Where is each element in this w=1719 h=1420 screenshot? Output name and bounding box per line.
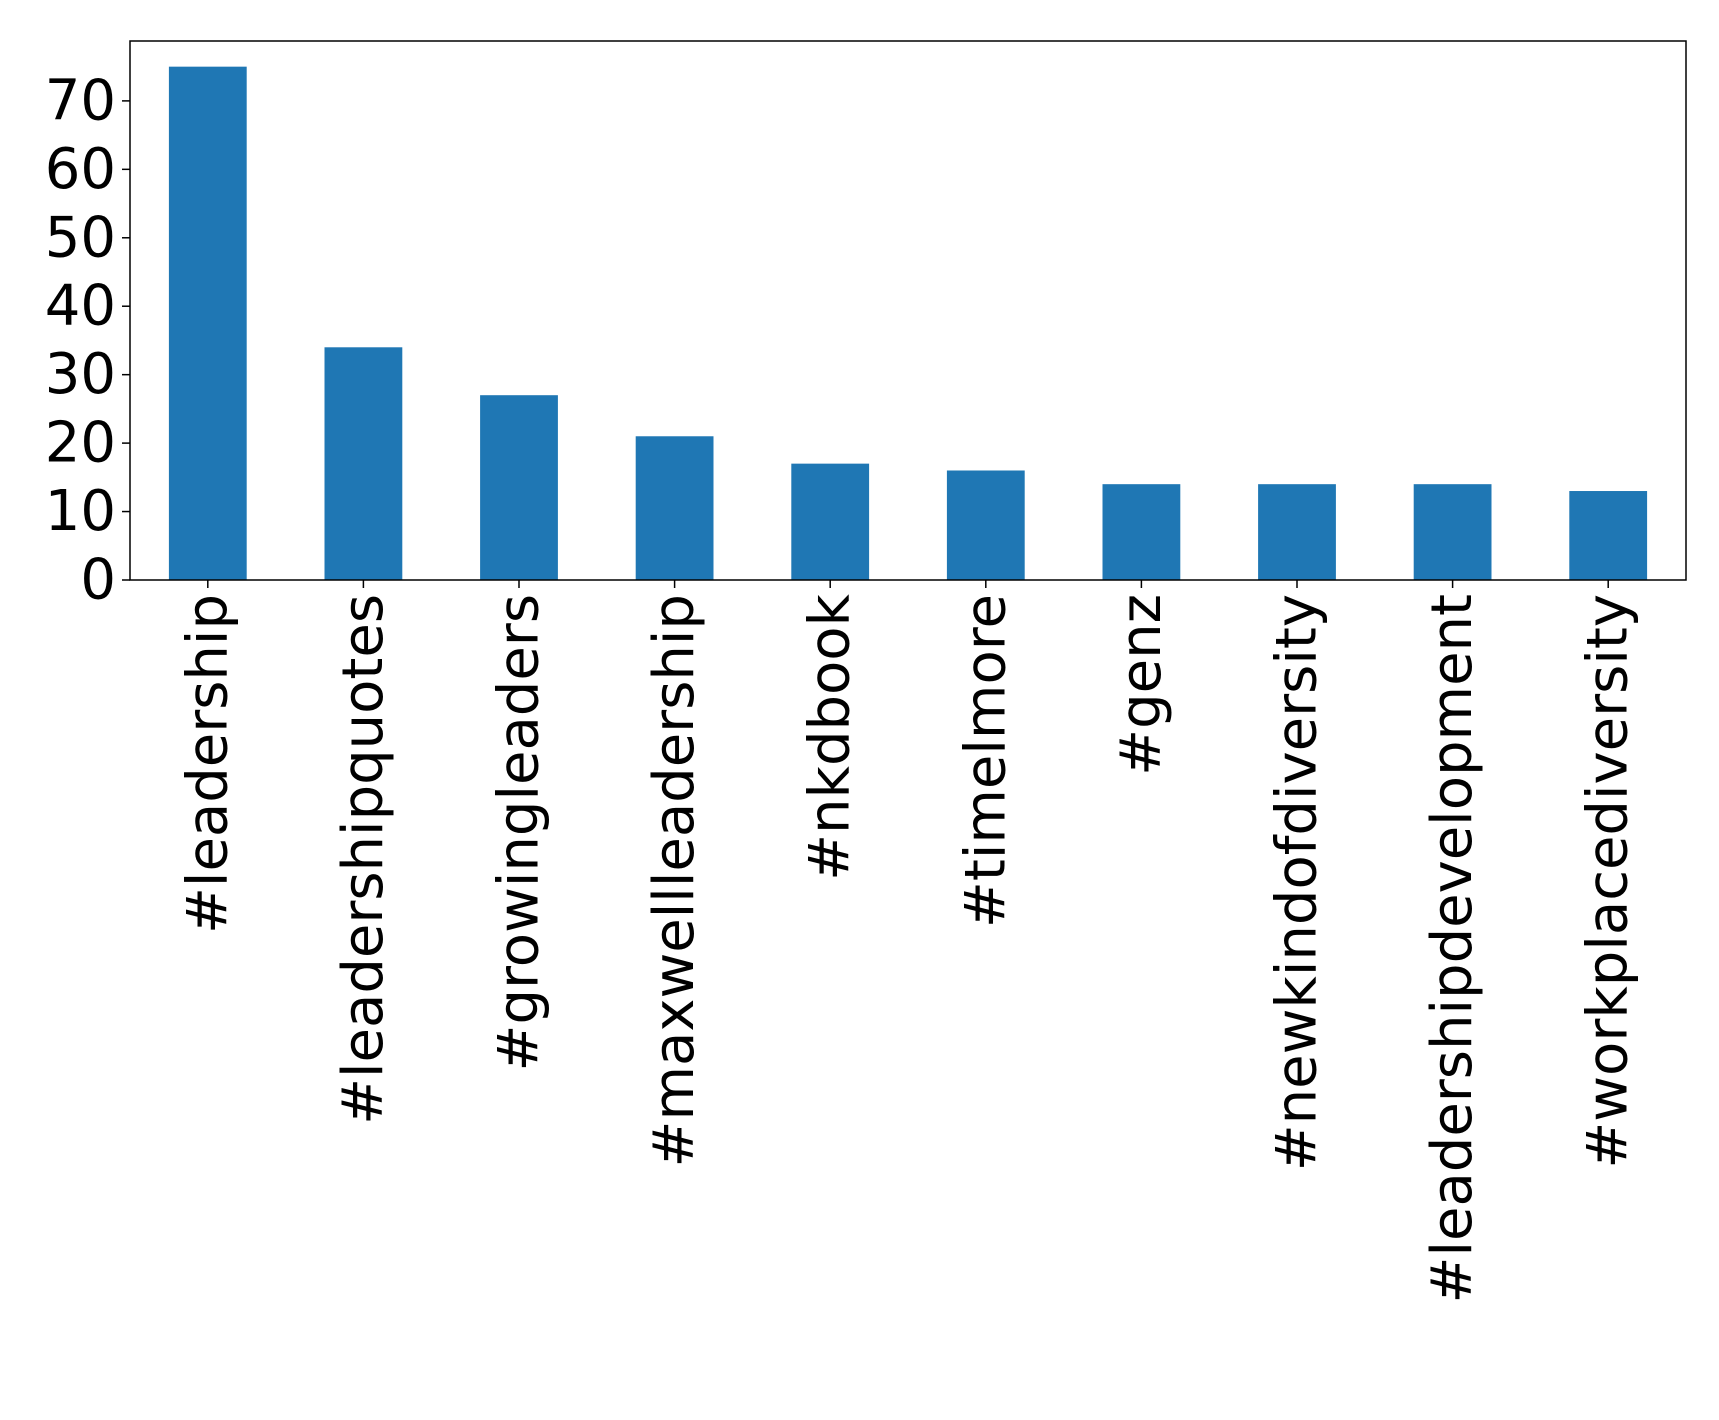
bar-leadershipquotes: [324, 347, 403, 580]
x-tick-label-leadershipdevelopment: #leadershipdevelopment: [1420, 594, 1485, 1303]
x-tick-label-workplacediversity: #workplacediversity: [1576, 594, 1641, 1169]
bar-nkdbook: [791, 463, 870, 580]
bar-workplacediversity: [1569, 491, 1648, 580]
x-tick-label-genz: #genz: [1109, 594, 1174, 776]
y-tick-label: 50: [45, 205, 116, 270]
plot-frame: [129, 40, 1687, 581]
bar-maxwellleadership: [635, 436, 714, 580]
y-tick-label: 70: [45, 68, 116, 133]
y-tick-label: 30: [45, 342, 116, 407]
x-tick-label-timelmore: #timelmore: [953, 594, 1018, 928]
x-tick-label-growingleaders: #growingleaders: [487, 594, 552, 1071]
y-tick-label: 60: [45, 137, 116, 202]
y-tick-label: 20: [45, 411, 116, 476]
bars-layer: [168, 66, 1648, 580]
x-tick-label-leadership: #leadership: [175, 594, 240, 934]
x-tick-label-newkindofdiversity: #newkindofdiversity: [1265, 594, 1330, 1171]
bar-leadershipdevelopment: [1413, 484, 1492, 580]
bar-growingleaders: [480, 395, 558, 580]
y-tick-label: 10: [45, 479, 116, 544]
x-axis: #leadership #leadershipquotes #growinglead…: [175, 580, 1641, 1303]
bar-leadership: [168, 66, 247, 580]
x-tick-label-maxwellleadership: #maxwellleadership: [642, 594, 707, 1167]
bar-newkindofdiversity: [1258, 484, 1336, 580]
y-tick-label: 0: [80, 548, 116, 613]
x-tick-label-leadershipquotes: #leadershipquotes: [331, 594, 396, 1125]
bar-genz: [1102, 484, 1181, 580]
x-tick-label-nkdbook: #nkdbook: [798, 593, 863, 880]
bar-timelmore: [946, 470, 1025, 580]
y-tick-label: 40: [45, 274, 116, 339]
